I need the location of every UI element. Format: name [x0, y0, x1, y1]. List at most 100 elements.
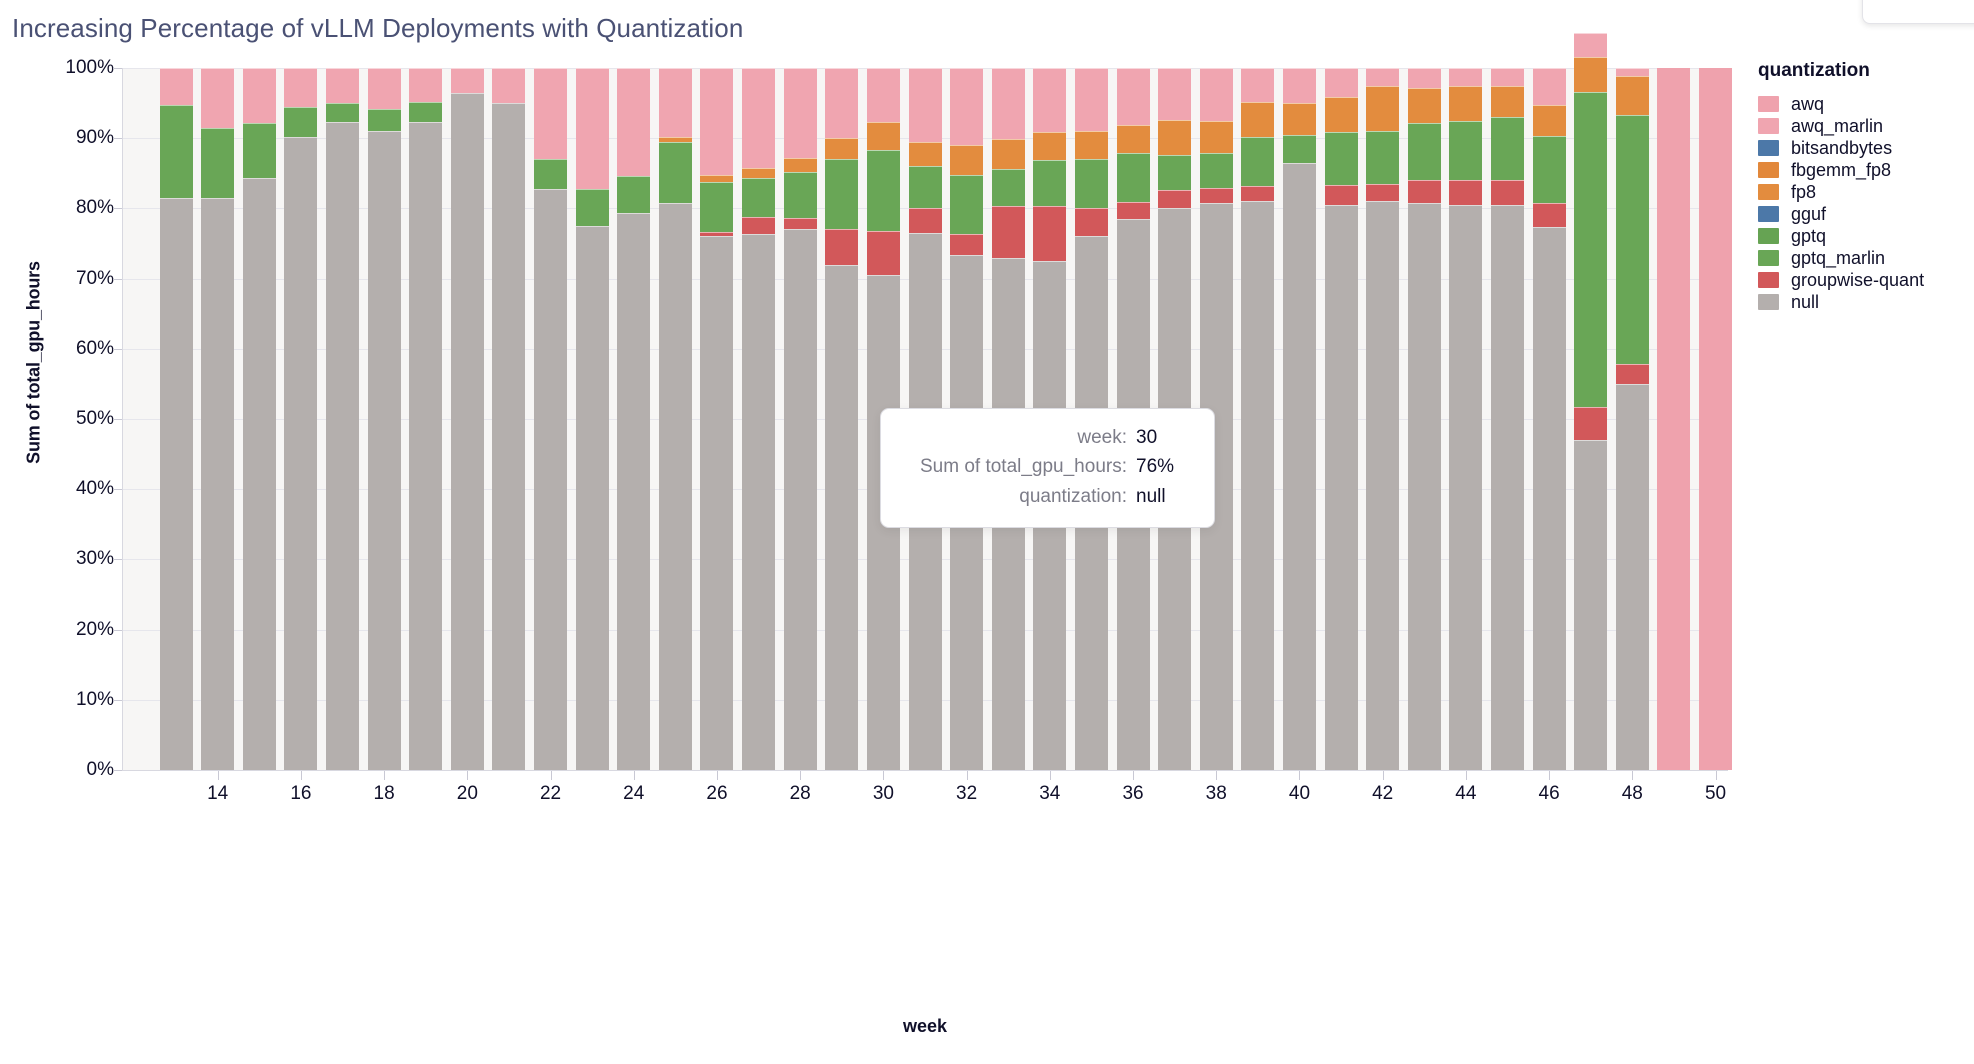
bar-segment[interactable] — [534, 159, 567, 189]
bar-segment[interactable] — [1699, 68, 1732, 770]
bar-segment[interactable] — [368, 108, 401, 132]
bar-segment[interactable] — [409, 68, 442, 102]
bar-column[interactable] — [1449, 68, 1482, 770]
bar-column[interactable] — [1200, 68, 1233, 770]
bar-segment[interactable] — [1574, 32, 1607, 57]
bar-segment[interactable] — [1117, 68, 1150, 125]
bar-segment[interactable] — [1657, 68, 1690, 770]
bar-segment[interactable] — [1616, 115, 1649, 365]
bar-segment[interactable] — [1616, 68, 1649, 77]
bar-segment[interactable] — [825, 138, 858, 160]
bar-segment[interactable] — [1449, 68, 1482, 86]
bar-segment[interactable] — [1491, 180, 1524, 205]
bar-column[interactable] — [867, 68, 900, 770]
bar-segment[interactable] — [1117, 124, 1150, 153]
bar-column[interactable] — [576, 68, 609, 770]
bar-column[interactable] — [1657, 68, 1690, 770]
bar-segment[interactable] — [1283, 162, 1316, 770]
bar-segment[interactable] — [1491, 117, 1524, 181]
bar-segment[interactable] — [1033, 68, 1066, 132]
bar-segment[interactable] — [1200, 121, 1233, 153]
bar-segment[interactable] — [950, 68, 983, 146]
bar-segment[interactable] — [1241, 201, 1274, 770]
bar-segment[interactable] — [617, 68, 650, 177]
bar-segment[interactable] — [784, 157, 817, 172]
bar-column[interactable] — [1241, 68, 1274, 770]
bar-segment[interactable] — [1033, 159, 1066, 206]
bar-segment[interactable] — [160, 197, 193, 770]
bar-segment[interactable] — [825, 159, 858, 230]
bar-segment[interactable] — [1574, 91, 1607, 408]
bar-segment[interactable] — [284, 107, 317, 137]
bar-segment[interactable] — [1117, 152, 1150, 203]
legend-item[interactable]: fbgemm_fp8 — [1758, 159, 1968, 181]
bar-segment[interactable] — [1200, 68, 1233, 122]
bar-segment[interactable] — [160, 68, 193, 105]
bar-segment[interactable] — [1200, 188, 1233, 204]
bar-segment[interactable] — [1366, 68, 1399, 86]
bar-segment[interactable] — [1408, 123, 1441, 180]
bar-segment[interactable] — [659, 141, 692, 204]
bar-segment[interactable] — [1574, 56, 1607, 92]
bar-column[interactable] — [700, 68, 733, 770]
bar-segment[interactable] — [409, 122, 442, 770]
legend-item[interactable]: gptq_marlin — [1758, 247, 1968, 269]
plot-area[interactable] — [122, 32, 1732, 771]
bar-segment[interactable] — [1449, 85, 1482, 121]
bar-segment[interactable] — [867, 68, 900, 123]
bar-column[interactable] — [1491, 68, 1524, 770]
bar-column[interactable] — [825, 68, 858, 770]
bar-segment[interactable] — [700, 175, 733, 183]
bar-segment[interactable] — [1325, 96, 1358, 132]
bar-segment[interactable] — [1200, 152, 1233, 189]
bar-segment[interactable] — [1158, 190, 1191, 209]
legend-item[interactable]: bitsandbytes — [1758, 137, 1968, 159]
bar-segment[interactable] — [284, 68, 317, 108]
bar-segment[interactable] — [1033, 205, 1066, 262]
bar-column[interactable] — [1616, 68, 1649, 770]
bar-segment[interactable] — [1408, 203, 1441, 770]
bar-column[interactable] — [1574, 32, 1607, 770]
bar-segment[interactable] — [409, 101, 442, 123]
bar-segment[interactable] — [1366, 85, 1399, 132]
bar-column[interactable] — [492, 68, 525, 770]
bar-segment[interactable] — [909, 166, 942, 209]
bar-column[interactable] — [451, 68, 484, 770]
bar-segment[interactable] — [201, 68, 234, 128]
legend-item[interactable]: awq — [1758, 93, 1968, 115]
bar-segment[interactable] — [1533, 68, 1566, 105]
bar-segment[interactable] — [742, 178, 775, 217]
legend-item[interactable]: null — [1758, 291, 1968, 313]
bar-column[interactable] — [201, 68, 234, 770]
bar-segment[interactable] — [617, 212, 650, 770]
bar-column[interactable] — [659, 68, 692, 770]
bar-segment[interactable] — [1366, 201, 1399, 770]
bar-segment[interactable] — [1075, 68, 1108, 132]
bar-segment[interactable] — [825, 229, 858, 265]
bar-segment[interactable] — [700, 236, 733, 770]
bar-segment[interactable] — [1449, 180, 1482, 205]
bar-segment[interactable] — [742, 167, 775, 179]
bar-segment[interactable] — [617, 176, 650, 213]
bar-segment[interactable] — [992, 138, 1025, 170]
bar-segment[interactable] — [1366, 183, 1399, 202]
bar-segment[interactable] — [1241, 101, 1274, 137]
bar-segment[interactable] — [1158, 119, 1191, 156]
bar-segment[interactable] — [992, 169, 1025, 206]
bar-segment[interactable] — [243, 178, 276, 770]
bar-segment[interactable] — [867, 230, 900, 276]
bar-segment[interactable] — [909, 141, 942, 167]
legend-item[interactable]: gptq — [1758, 225, 1968, 247]
bar-segment[interactable] — [492, 68, 525, 104]
bar-segment[interactable] — [1366, 131, 1399, 184]
bar-column[interactable] — [534, 68, 567, 770]
bar-segment[interactable] — [1616, 364, 1649, 384]
bar-column[interactable] — [368, 68, 401, 770]
bar-segment[interactable] — [784, 171, 817, 218]
bar-segment[interactable] — [1158, 68, 1191, 120]
bar-segment[interactable] — [784, 217, 817, 230]
bar-segment[interactable] — [284, 136, 317, 770]
bar-segment[interactable] — [576, 189, 609, 226]
bar-segment[interactable] — [659, 68, 692, 138]
bar-segment[interactable] — [1533, 202, 1566, 228]
